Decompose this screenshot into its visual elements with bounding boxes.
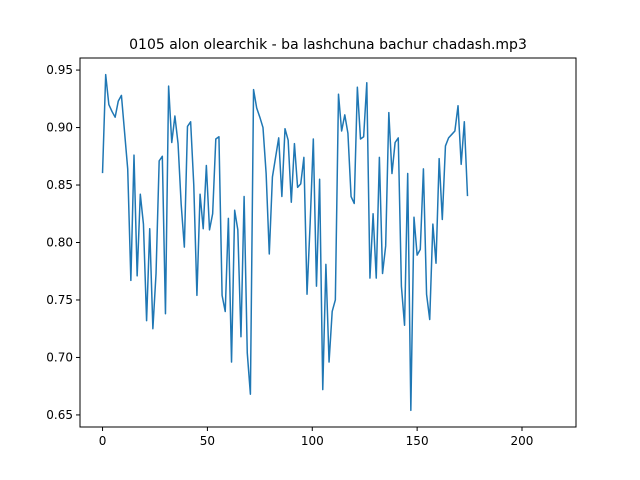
series-line-0 (101, 73, 469, 412)
x-tick-label: 150 (406, 434, 429, 448)
x-tick-label: 50 (200, 434, 215, 448)
chart-title: 0105 alon olearchik - ba lashchuna bachu… (129, 37, 527, 53)
y-tick-label: 0.95 (46, 63, 73, 77)
plot-area (101, 73, 469, 412)
x-tick-label: 0 (99, 434, 107, 448)
x-tick-label: 100 (301, 434, 324, 448)
y-axis: 0.65 0.70 0.75 0.80 0.85 0.90 0.95 (46, 63, 80, 422)
x-axis: 0 50 100 150 200 (99, 427, 534, 448)
y-tick-label: 0.80 (46, 236, 73, 250)
x-tick-label: 200 (511, 434, 534, 448)
y-tick-label: 0.75 (46, 293, 73, 307)
y-tick-label: 0.70 (46, 350, 73, 364)
y-tick-label: 0.65 (46, 408, 73, 422)
axes-frame (79, 57, 577, 428)
y-tick-label: 0.85 (46, 178, 73, 192)
y-tick-label: 0.90 (46, 121, 73, 135)
